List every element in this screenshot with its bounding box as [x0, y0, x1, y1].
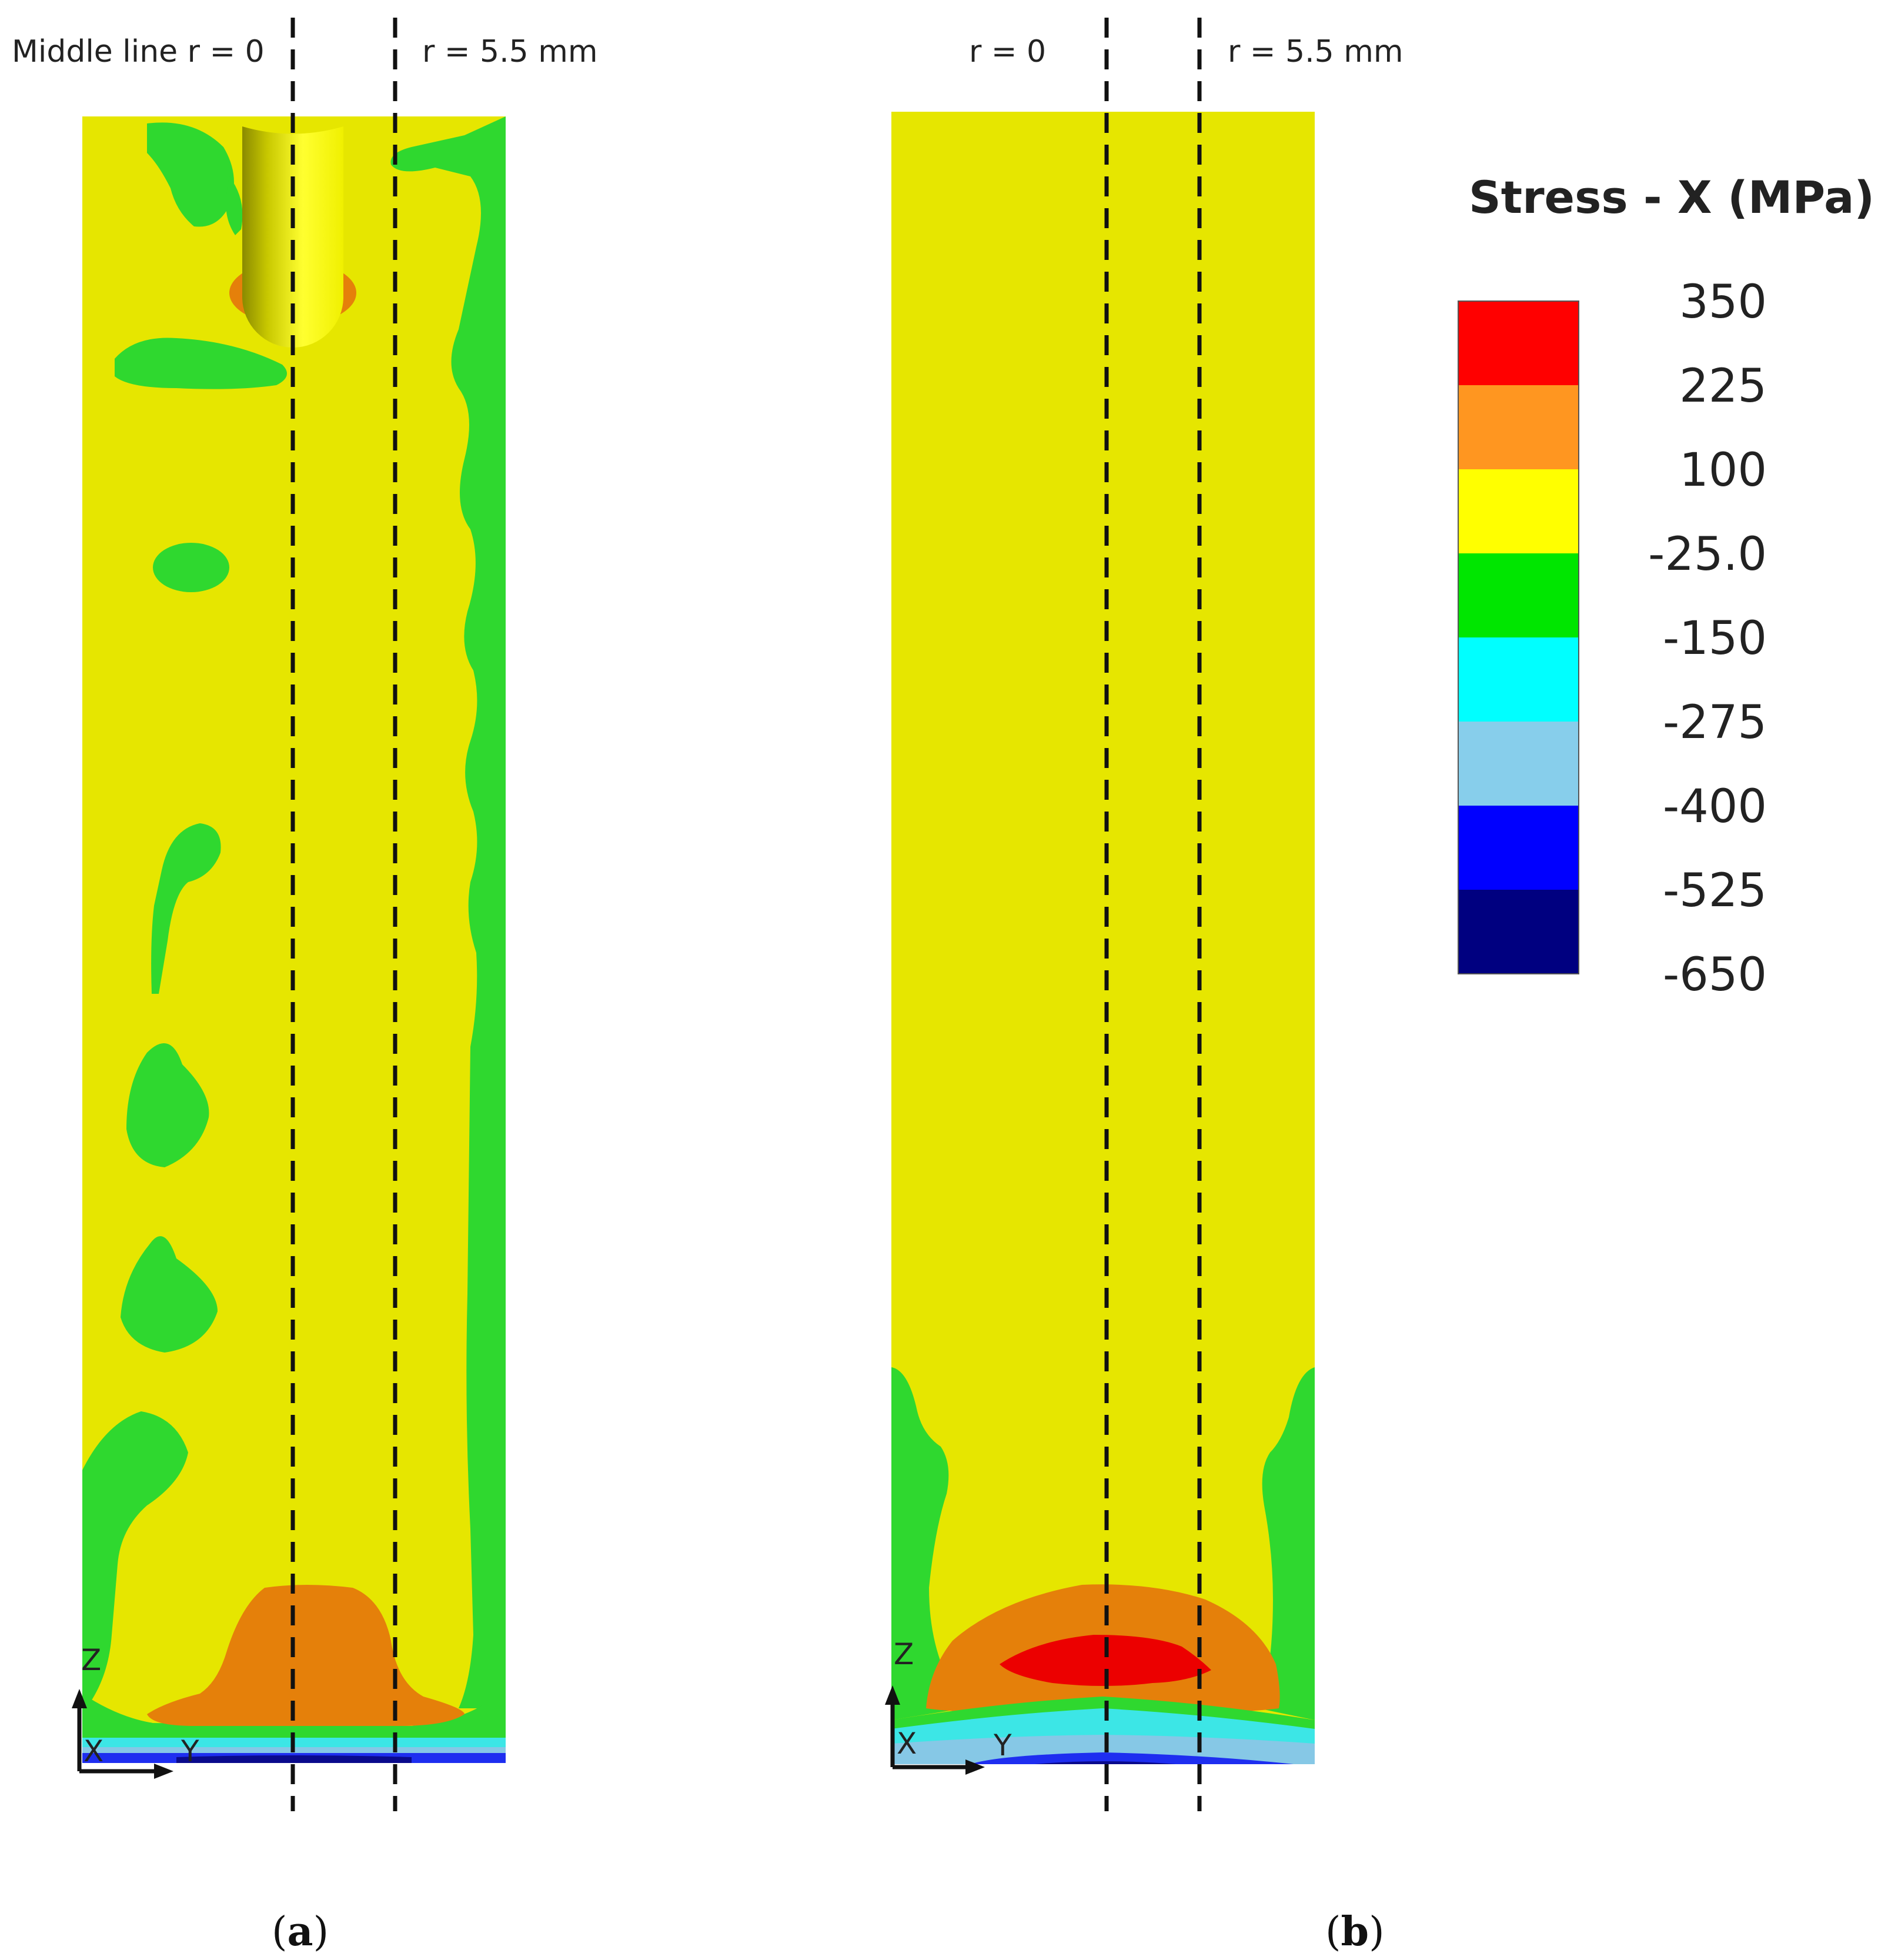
legend-value-3: -25.0 [1648, 528, 1767, 581]
panel-a-green-island-top-rod [226, 176, 243, 235]
panel-b-contour [891, 112, 1315, 1764]
panel-b-blue-band [970, 1752, 1294, 1764]
panel-b-caption: (b) [1325, 1908, 1385, 1955]
legend-value-4: -150 [1663, 612, 1767, 665]
legend-value-2: 100 [1679, 444, 1767, 497]
legend-swatch-1 [1458, 385, 1579, 469]
panel-a-navy-band [176, 1755, 412, 1763]
legend-swatch-6 [1458, 806, 1579, 890]
panel-a-left-green-strip [82, 1694, 506, 1741]
legend-color-bar [1458, 300, 1579, 974]
panel-a-green-island-drop-2 [121, 1236, 218, 1353]
panel-a-green-island-oval [153, 543, 229, 592]
panel-a: Middle line r = 0 r = 5.5 mm Z X Y (a) [12, 18, 598, 1955]
panel-b-red-region [1000, 1635, 1211, 1686]
legend-value-5: -275 [1663, 696, 1767, 749]
panel-b: r = 0 r = 5.5 mm Z X Y (b) [885, 18, 1404, 1955]
panel-b-label-r: r = 5.5 mm [1228, 34, 1404, 69]
legend-swatch-5 [1458, 722, 1579, 806]
panel-b-axis-z: Z [894, 1637, 914, 1671]
panel-b-navy-band [1035, 1761, 1176, 1764]
legend-value-1: 225 [1679, 360, 1767, 413]
panel-a-rod [242, 126, 343, 348]
panel-a-left-green-region [82, 1411, 188, 1711]
panel-b-left-green-region [891, 1367, 964, 1720]
legend-value-7: -525 [1663, 864, 1767, 917]
legend-swatch-0 [1458, 301, 1579, 385]
panel-a-caption: (a) [272, 1908, 329, 1955]
legend-value-0: 350 [1679, 276, 1767, 329]
panel-b-lightblue-band [891, 1735, 1315, 1764]
panel-a-green-island-hook [151, 823, 221, 994]
panel-a-right-green-band [390, 116, 506, 1708]
panel-a-green-island-top-left [147, 122, 234, 227]
panel-a-axis-z: Z [81, 1643, 101, 1677]
panel-a-green-island-drop-1 [126, 1043, 209, 1167]
legend-swatch-3 [1458, 553, 1579, 637]
legend-swatch-4 [1458, 637, 1579, 722]
panel-b-yellow-field [891, 112, 1315, 1764]
panel-b-axis-triad: Z X Y [885, 1637, 1012, 1775]
panel-a-axis-triad: Z X Y [72, 1643, 199, 1779]
legend-title: Stress - X (MPa) [1469, 171, 1874, 223]
panel-b-right-green-region [1258, 1367, 1315, 1720]
legend-swatch-2 [1458, 469, 1579, 553]
panel-a-label-middle-line: Middle line r = 0 [12, 34, 265, 69]
stress-legend: Stress - X (MPa) 350 225 100 -25.0 -150 -275 -… [1458, 171, 1874, 1001]
panel-a-green-island-streak [115, 338, 287, 389]
panel-a-axis-x: X [83, 1734, 103, 1768]
panel-a-label-r: r = 5.5 mm [422, 34, 598, 69]
legend-value-labels: 350 225 100 -25.0 -150 -275 -400 -525 -650 [1648, 276, 1767, 1001]
panel-a-orange-region [147, 1585, 465, 1726]
legend-swatch-7 [1458, 890, 1579, 974]
legend-bar-border [1458, 300, 1579, 974]
legend-value-8: -650 [1663, 949, 1767, 1001]
legend-value-6: -400 [1663, 780, 1767, 833]
panel-b-label-middle-line: r = 0 [969, 34, 1046, 69]
panel-a-contour [82, 116, 506, 1763]
panel-b-axis-y: Y [993, 1728, 1012, 1762]
panel-a-axis-y: Y [181, 1734, 199, 1768]
panel-b-axis-x: X [897, 1727, 917, 1761]
